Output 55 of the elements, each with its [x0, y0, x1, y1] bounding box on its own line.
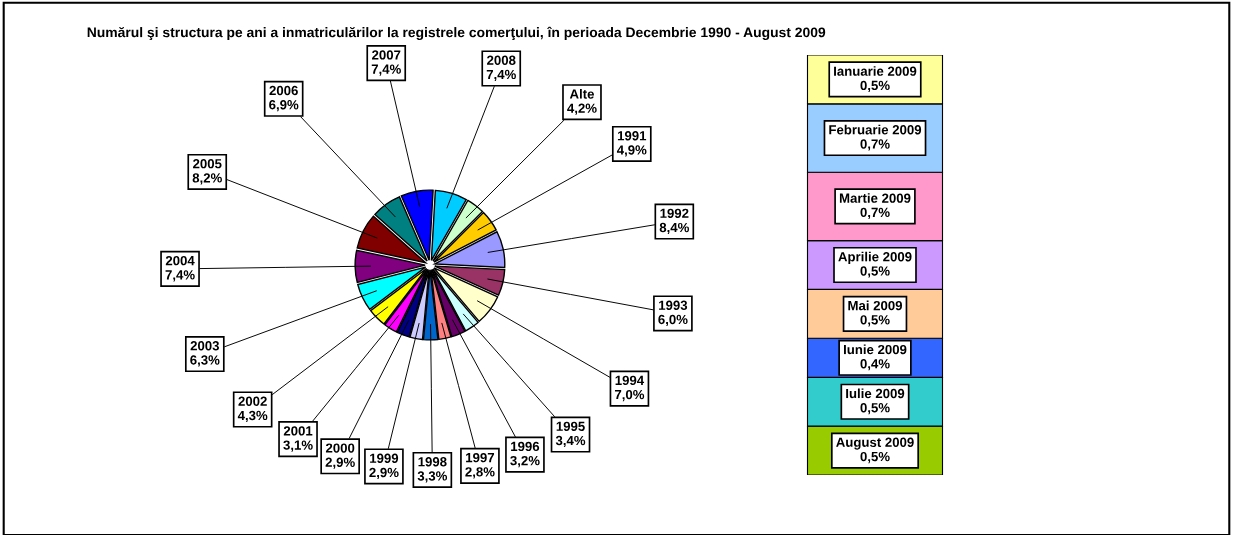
slice-label: 1992	[660, 208, 689, 218]
series-label: August 2009	[836, 437, 914, 450]
data-label: 7,4%	[371, 64, 401, 76]
data-label: 7,0%	[614, 389, 645, 402]
series-label: Ianuarie 2009	[834, 66, 917, 76]
data-label: 7,4%	[165, 270, 195, 282]
data-label: 2,8%	[465, 467, 495, 479]
data-label: 0,5%	[860, 266, 890, 278]
data-label: 8,2%	[192, 173, 222, 185]
data-label: 0,5%	[860, 315, 890, 327]
slice-label: 2001	[283, 426, 313, 436]
data-label: 4,2%	[567, 103, 597, 115]
slice-label: 1996	[511, 441, 540, 452]
slice-label: 2000	[325, 443, 355, 453]
data-label: 6,9%	[269, 100, 299, 112]
data-label: 2,9%	[325, 457, 355, 469]
data-label: 2,9%	[369, 467, 399, 480]
data-label: 3,3%	[417, 471, 448, 483]
slice-label: 1994	[615, 375, 645, 386]
data-label: 0,5%	[860, 403, 890, 415]
data-label: 3,4%	[555, 435, 586, 448]
slice-label: Alte	[569, 88, 594, 99]
slice-label: 1993	[659, 300, 688, 310]
slice-label: 2007	[372, 50, 401, 60]
slice-label: 1999	[370, 453, 399, 463]
series-label: Mai 2009	[848, 300, 903, 311]
chart-title: Numărul şi structura pe ani a inmatriculărilor la registrele comerţului, în perioada Decembrie 1990 - August 2009	[87, 26, 826, 41]
data-label: 3,1%	[283, 440, 313, 452]
data-label: 6,3%	[190, 355, 220, 367]
data-label: 6,0%	[658, 314, 688, 327]
series-label: Februarie 2009	[829, 124, 922, 135]
data-label: 4,3%	[237, 410, 268, 423]
data-label: 0,4%	[860, 359, 890, 371]
slice-label: 2002	[238, 396, 267, 406]
slice-label: 1995	[556, 421, 585, 431]
data-label: 0,5%	[860, 80, 890, 92]
data-label: 3,2%	[510, 455, 540, 468]
series-label: Iulie 2009	[846, 388, 905, 399]
data-label: 0,7%	[860, 207, 890, 219]
slice-label: 1998	[418, 457, 447, 467]
data-label: 0,5%	[860, 451, 890, 464]
data-label: 7,4%	[486, 69, 516, 82]
slice-label: 2005	[193, 159, 222, 169]
slice-label: 1997	[466, 452, 495, 463]
slice-label: 2006	[269, 85, 298, 96]
series-label: Aprilie 2009	[838, 251, 912, 265]
series-label: Martie 2009	[839, 193, 911, 203]
data-label: 0,7%	[860, 139, 890, 151]
slice-label: 2003	[190, 341, 220, 351]
slice-label: 2008	[487, 55, 516, 65]
slice-label: 1991	[617, 131, 647, 141]
data-label: 8,4%	[659, 222, 690, 235]
series-label: Iunie 2009	[843, 344, 907, 355]
slice-label: 2004	[165, 255, 195, 266]
data-label: 4,9%	[616, 145, 647, 157]
